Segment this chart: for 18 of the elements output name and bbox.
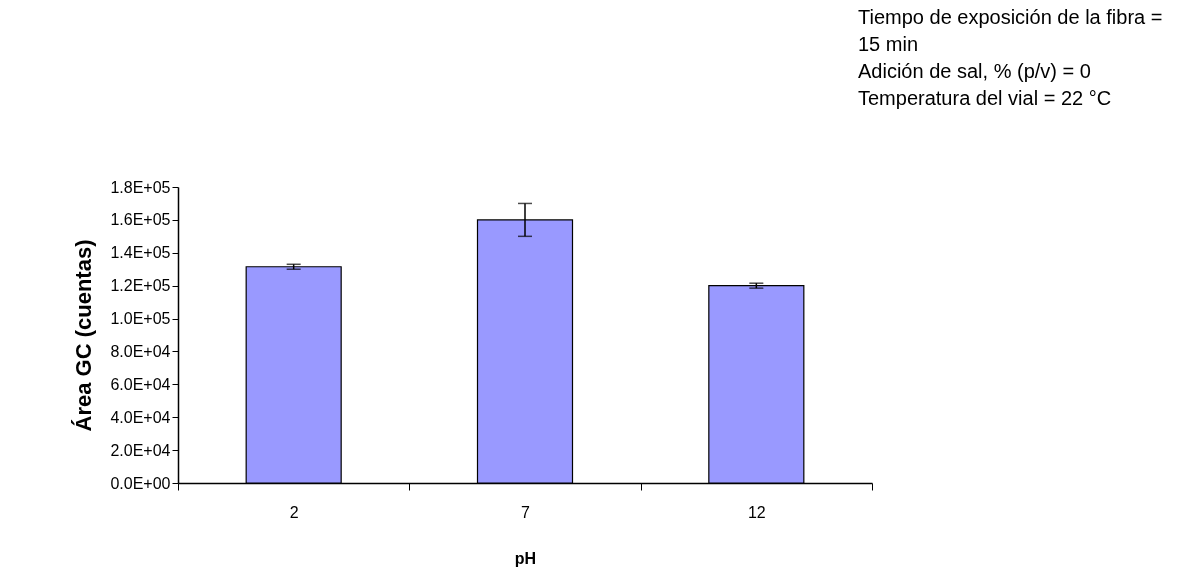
- y-tick-label: 2.0E+04: [110, 441, 171, 459]
- text: Tiempo de exposición de la fibra = 15 min: [858, 6, 1163, 55]
- x-tick-label: 7: [521, 503, 531, 521]
- y-tick-label: 4.0E+04: [110, 408, 171, 426]
- y-tick-label: 1.0E+05: [110, 310, 171, 328]
- y-tick-label: 1.2E+05: [110, 277, 171, 295]
- y-tick-label: 1.6E+05: [110, 211, 171, 229]
- x-tick-label: 12: [747, 503, 766, 521]
- x-tick-label: 2: [289, 503, 299, 521]
- y-tick-label: 1.8E+05: [110, 178, 171, 196]
- y-tick-label: 0.0E+00: [110, 474, 171, 492]
- x-axis-title: pH: [514, 549, 537, 567]
- text: Temperatura del vial = 22 °C: [858, 87, 1112, 109]
- y-tick-label: 1.4E+05: [110, 244, 171, 262]
- y-axis-title: Área GC (cuentas): [71, 239, 97, 432]
- text: Adición de sal, % (p/v) = 0: [858, 60, 1091, 82]
- y-tick-label: 8.0E+04: [110, 342, 171, 360]
- y-tick-label: 6.0E+04: [110, 375, 171, 393]
